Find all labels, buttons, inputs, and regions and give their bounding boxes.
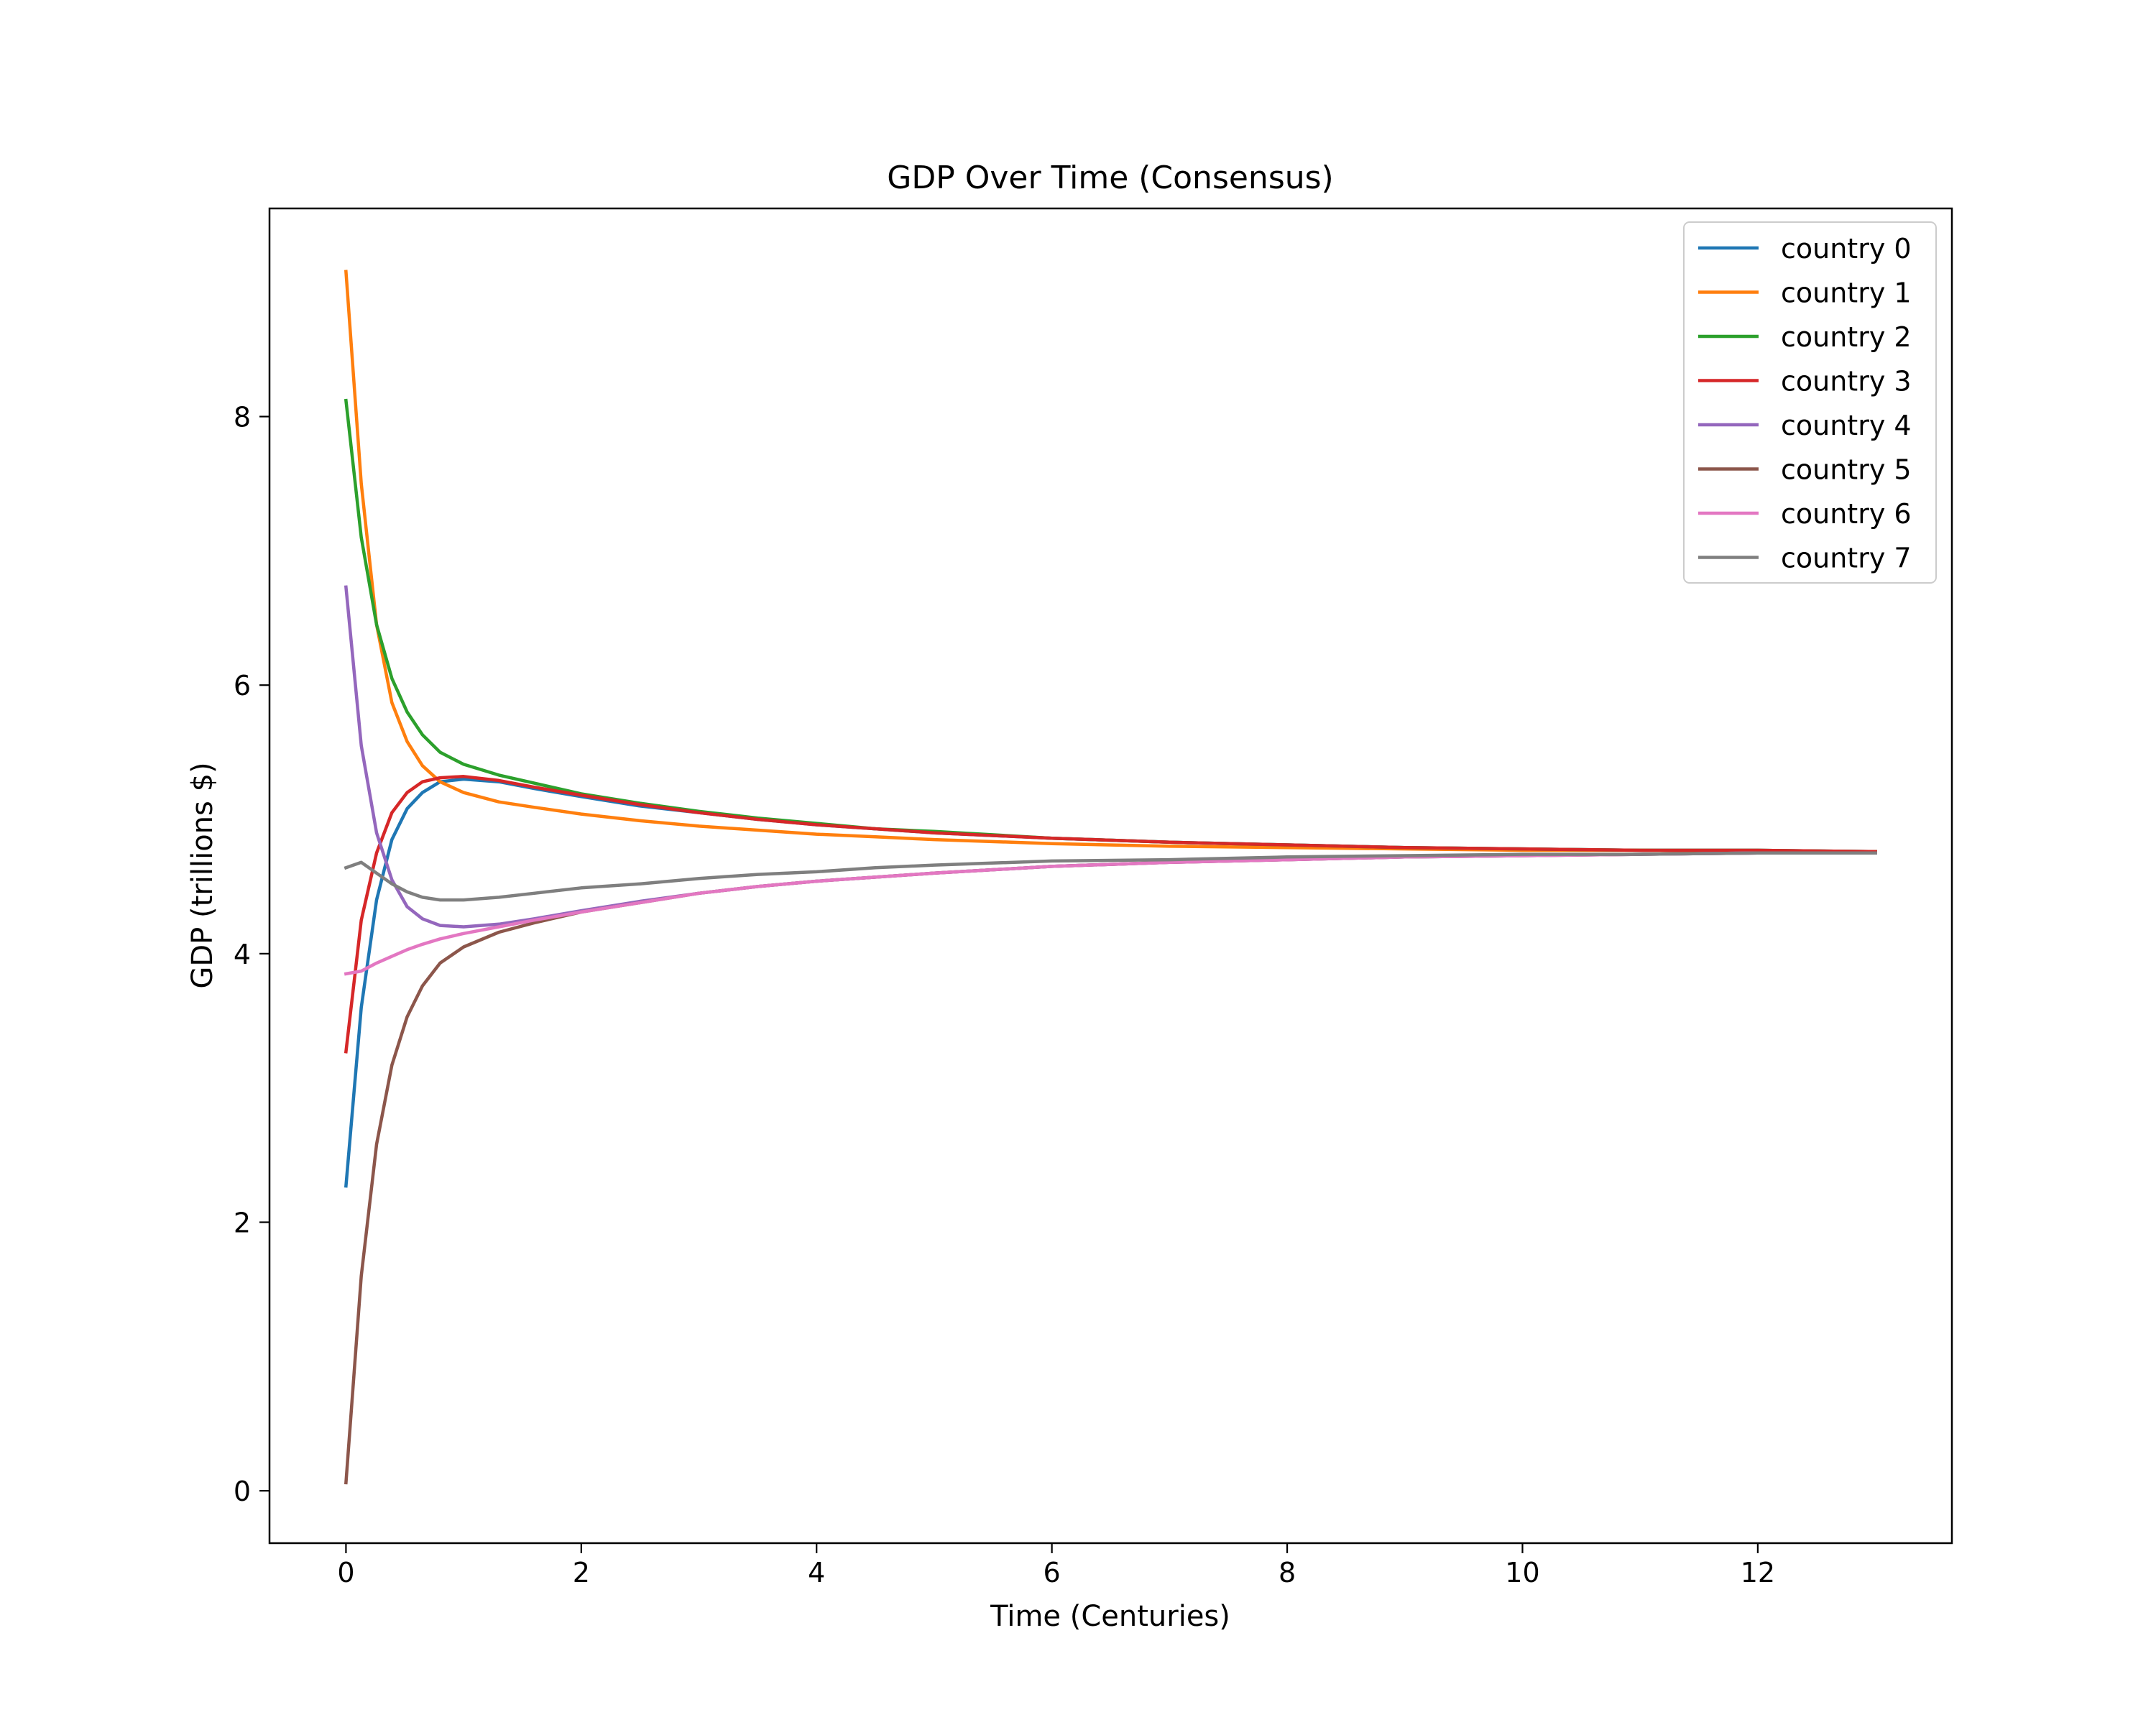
y-tick-label: 2 (234, 1207, 251, 1238)
legend-label-country-4: country 4 (1781, 410, 1912, 441)
axes-frame (268, 207, 1953, 1545)
legend: country 0 country 1 country 2 country 3 coun… (1683, 221, 1937, 584)
series-layer (344, 270, 1877, 1485)
legend-label-country-7: country 7 (1781, 543, 1912, 574)
plot-area: 0 2 4 6 8 10 12 0 2 4 6 8 (234, 207, 1953, 1588)
y-tick-label: 8 (234, 402, 251, 433)
x-tick-label: 10 (1505, 1557, 1539, 1588)
y-tick-label: 6 (234, 670, 251, 702)
y-axis-ticks: 0 2 4 6 8 (234, 402, 270, 1507)
x-axis-ticks: 0 2 4 6 8 10 12 (337, 1543, 1775, 1588)
y-axis-label: GDP (trillions $) (186, 762, 219, 988)
legend-label-country-5: country 5 (1781, 454, 1912, 486)
legend-label-country-6: country 6 (1781, 498, 1912, 530)
legend-label-country-3: country 3 (1781, 366, 1912, 397)
chart-title: GDP Over Time (Consensus) (887, 160, 1333, 196)
legend-label-country-0: country 0 (1781, 233, 1912, 264)
x-tick-label: 4 (808, 1557, 825, 1588)
series-line-country-3 (344, 775, 1877, 1054)
y-tick-label: 4 (234, 939, 251, 970)
x-tick-label: 0 (337, 1557, 354, 1588)
y-tick-label: 0 (234, 1476, 251, 1507)
legend-label-country-2: country 2 (1781, 321, 1912, 353)
x-axis-label: Time (Centuries) (990, 1600, 1230, 1633)
x-tick-label: 12 (1741, 1557, 1775, 1588)
x-tick-label: 2 (573, 1557, 590, 1588)
legend-items: country 0 country 1 country 2 country 3 coun… (1698, 233, 1912, 574)
x-tick-label: 6 (1044, 1557, 1061, 1588)
series-line-country-7 (344, 851, 1877, 902)
legend-box (1683, 221, 1937, 584)
x-tick-label: 8 (1279, 1557, 1296, 1588)
legend-label-country-1: country 1 (1781, 277, 1912, 309)
